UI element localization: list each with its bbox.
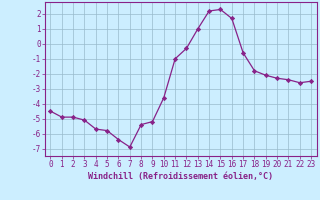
X-axis label: Windchill (Refroidissement éolien,°C): Windchill (Refroidissement éolien,°C) [88, 172, 273, 181]
